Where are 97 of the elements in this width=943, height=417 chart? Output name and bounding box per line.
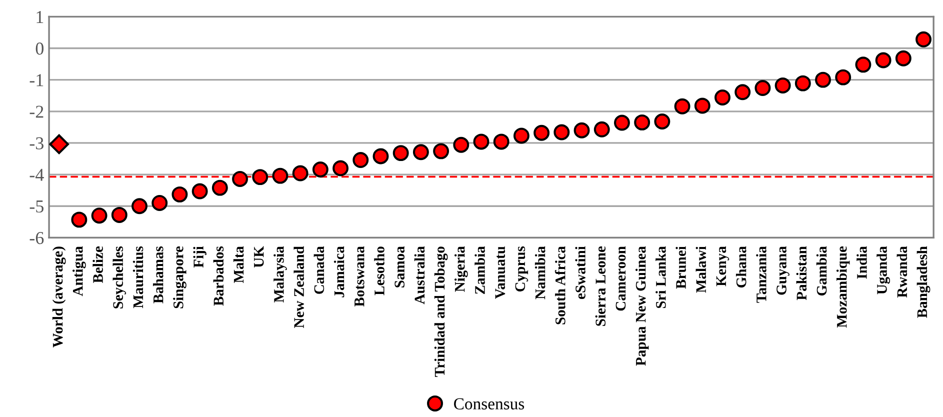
point <box>916 31 932 48</box>
point <box>794 75 811 92</box>
x-tick-label: Canada <box>314 246 324 294</box>
x-tick-label: Tanzania <box>756 246 766 303</box>
x-tick-label: Belize <box>92 246 103 284</box>
point <box>132 198 148 214</box>
x-tick-label: Barbados <box>213 246 224 306</box>
x-tick-label: Guyana <box>776 246 790 295</box>
point <box>71 212 88 228</box>
point <box>372 148 389 164</box>
point <box>594 121 610 138</box>
x-tick-label: Uganda <box>876 246 890 294</box>
point <box>292 165 308 182</box>
x-tick-label: Malaysia <box>274 246 287 302</box>
x-tick-label: Botswana <box>354 246 364 307</box>
x-tick-label: Sierra Leone <box>595 246 606 326</box>
point <box>152 194 168 211</box>
point <box>734 84 751 100</box>
y-tick-label: -1 <box>30 74 44 86</box>
point <box>634 114 650 130</box>
x-tick-label: Pakistan <box>796 246 807 300</box>
x-tick-label: South Africa <box>554 246 566 324</box>
x-tick-label: Bahamas <box>152 246 164 304</box>
point <box>453 136 470 153</box>
x-tick-label: Rwanda <box>896 246 908 298</box>
x-tick-label: Nigeria <box>454 246 468 292</box>
point <box>654 114 670 130</box>
point <box>392 145 409 162</box>
point <box>272 168 288 184</box>
x-tick-label: Antigua <box>72 246 86 296</box>
x-tick-label: Brunei <box>676 246 686 289</box>
x-tick-label: Malawi <box>696 246 706 293</box>
point <box>212 180 228 196</box>
point <box>534 124 550 141</box>
y-tick-label: -2 <box>30 106 44 118</box>
x-tick-label: Namibia <box>534 246 546 300</box>
point <box>513 128 530 144</box>
point <box>554 124 570 140</box>
point <box>674 98 690 114</box>
legend-label: Consensus <box>454 398 524 410</box>
point <box>473 134 490 150</box>
x-tick-label: Seychelles <box>112 246 126 308</box>
x-tick-label: Ghana <box>736 246 746 288</box>
point <box>412 144 429 160</box>
point <box>694 98 710 114</box>
point <box>754 80 771 96</box>
x-tick-label: Trinidad and Tobago <box>434 246 448 377</box>
x-tick-label: Australia <box>414 246 425 304</box>
y-tick-label: -4 <box>30 168 44 181</box>
point <box>875 52 892 68</box>
x-tick-label: Samoa <box>394 246 404 288</box>
x-tick-label: Mauritius <box>132 246 144 308</box>
x-tick-label: Zambia <box>474 246 485 294</box>
point <box>332 160 349 176</box>
x-tick-label: India <box>856 246 867 279</box>
x-tick-label: New Zealand <box>294 246 304 328</box>
point <box>895 50 912 66</box>
point <box>312 162 328 178</box>
point <box>574 122 590 138</box>
point <box>835 69 852 86</box>
x-tick-label: Singapore <box>173 246 186 308</box>
x-tick-label: Jamaica <box>334 246 344 298</box>
x-tick-label: World (average) <box>52 246 66 348</box>
x-tick-label: Cyprus <box>515 246 528 292</box>
x-tick-label: Gambia <box>816 246 827 296</box>
point <box>855 56 872 73</box>
point <box>49 134 69 154</box>
x-tick-label: UK <box>254 246 264 268</box>
point <box>714 90 730 106</box>
point <box>433 143 450 160</box>
point <box>493 134 510 150</box>
point <box>252 169 268 186</box>
point <box>91 208 108 224</box>
x-tick-label: Papua New Guinea <box>635 246 649 366</box>
x-tick-label: Sri Lanka <box>656 246 666 308</box>
x-tick-label: eSwatini <box>575 246 586 299</box>
x-tick-label: Bangladesh <box>916 246 930 318</box>
point <box>614 114 630 131</box>
point <box>352 152 369 168</box>
point <box>815 72 831 88</box>
x-tick-label: Lesotho <box>374 246 384 296</box>
point <box>232 170 248 187</box>
x-tick-label: Mozambique <box>836 246 850 328</box>
y-tick-label: -3 <box>30 137 44 150</box>
y-tick-label: 0 <box>36 42 44 55</box>
point <box>111 206 128 223</box>
y-tick-label: -6 <box>30 232 44 244</box>
x-tick-label: Cameroon <box>616 246 626 311</box>
point <box>192 183 208 200</box>
x-tick-label: Kenya <box>716 246 730 286</box>
x-tick-label: Malta <box>233 246 244 284</box>
y-tick-label: -5 <box>30 200 44 213</box>
point <box>774 78 791 94</box>
x-tick-label: Vanuatu <box>495 246 506 299</box>
y-tick-label: 1 <box>36 11 44 23</box>
point <box>172 186 188 202</box>
x-tick-label: Fiji <box>193 246 206 268</box>
